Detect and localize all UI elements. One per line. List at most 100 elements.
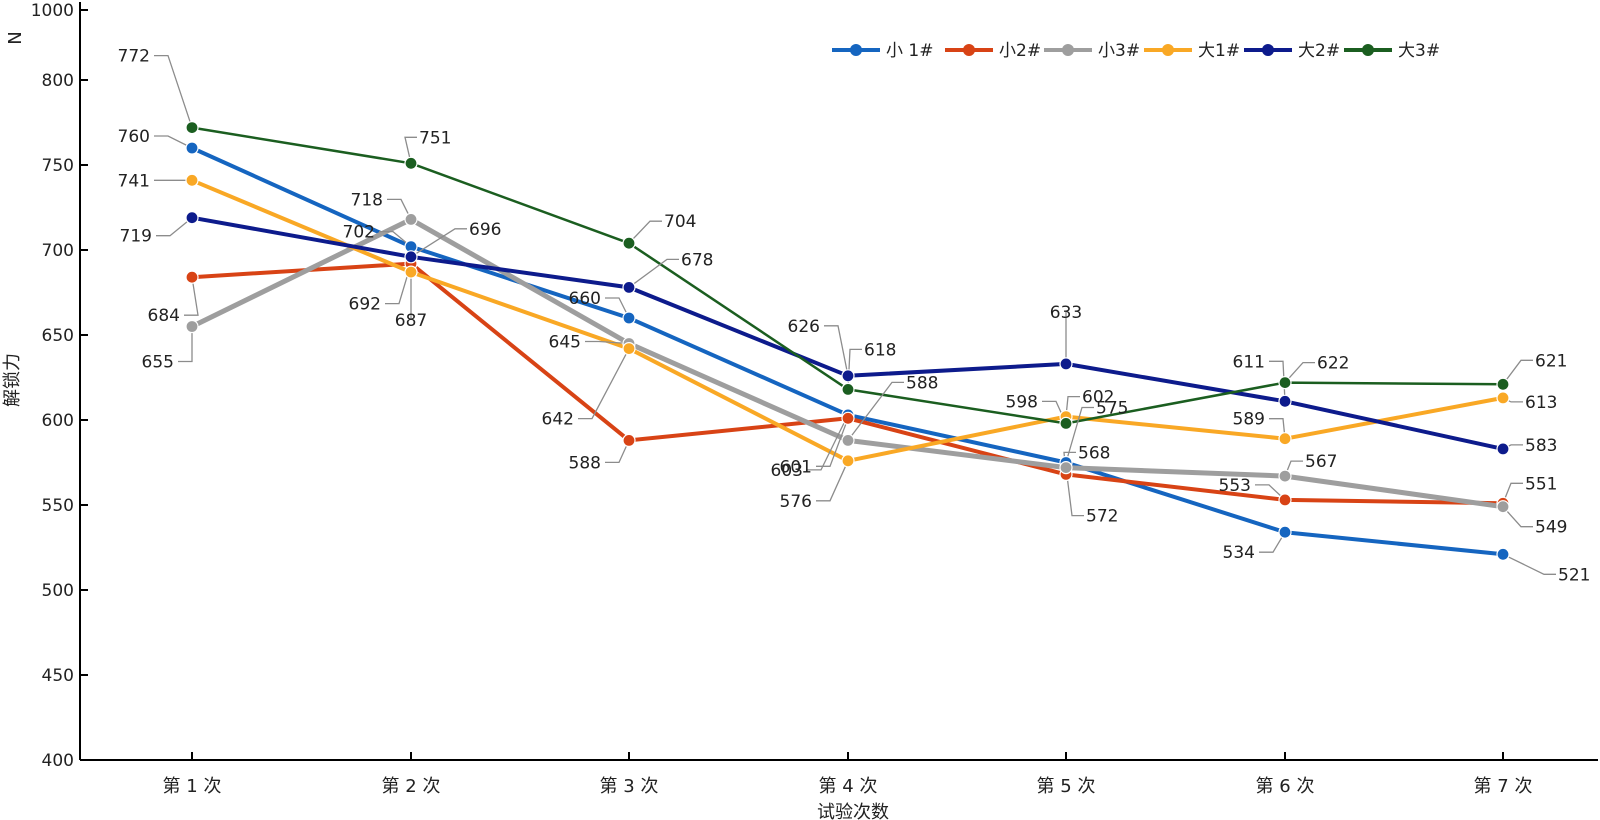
label-leader: [404, 136, 417, 164]
data-point: [841, 369, 855, 383]
data-label: 645: [549, 333, 581, 353]
data-label: 598: [1006, 392, 1038, 412]
data-point: [1278, 469, 1292, 483]
legend-marker-2: [963, 44, 975, 56]
data-label: 534: [1223, 543, 1255, 563]
y-axis-unit: N: [5, 31, 26, 44]
data-label: 622: [1317, 354, 1349, 374]
data-point: [1278, 432, 1292, 446]
data-point: [185, 173, 199, 187]
label-leader: [1502, 553, 1556, 575]
y-axis-title: 解锁力: [2, 353, 23, 407]
data-point: [404, 156, 418, 170]
x-tick-label: 第 1 次: [163, 776, 222, 797]
data-point: [1278, 394, 1292, 408]
label-leader: [410, 228, 467, 258]
data-point: [622, 433, 636, 447]
x-tick-label: 第 4 次: [819, 776, 878, 797]
data-point: [1278, 376, 1292, 390]
label-leader: [585, 340, 630, 345]
label-leader: [847, 381, 904, 441]
data-label: 588: [569, 453, 601, 473]
label-leader: [578, 348, 630, 420]
y-tick-label: 400: [42, 751, 74, 771]
label-leader: [178, 326, 193, 363]
data-point: [1496, 377, 1510, 391]
data-point: [622, 236, 636, 250]
label-leader: [816, 460, 849, 502]
data-point: [185, 319, 199, 334]
data-label: 521: [1558, 565, 1590, 585]
label-leader: [824, 325, 849, 376]
x-tick-label: 第 7 次: [1474, 776, 1533, 797]
data-point: [1278, 525, 1292, 539]
label-leader: [1255, 484, 1286, 501]
label-leader: [1502, 482, 1523, 504]
data-label: 568: [1078, 443, 1110, 463]
data-label: 611: [1233, 352, 1265, 372]
legend-label-1: 小 1#: [886, 41, 933, 61]
label-leader: [1284, 361, 1315, 384]
data-label: 684: [148, 306, 180, 326]
x-axis-title: 试验次数: [817, 802, 889, 820]
data-point: [404, 250, 418, 264]
label-leader: [1502, 506, 1533, 528]
data-label: 660: [569, 289, 601, 309]
legend-marker-6: [1362, 44, 1374, 56]
series-markers: [185, 120, 1510, 561]
y-tick-label: 600: [42, 411, 74, 431]
data-label: 696: [469, 220, 501, 240]
series-line-1: [191, 146, 1504, 557]
label-leader: [1065, 467, 1084, 517]
legend-label-2: 小2#: [999, 41, 1041, 61]
data-label: 655: [142, 353, 174, 373]
data-label: 626: [788, 317, 820, 337]
y-tick-label: 550: [42, 496, 74, 516]
data-label: 553: [1219, 476, 1251, 496]
label-leader: [628, 258, 679, 288]
data-point: [185, 141, 199, 155]
legend-label-4: 大1#: [1198, 41, 1240, 61]
legend-marker-5: [1262, 44, 1274, 56]
x-tick-label: 第 5 次: [1037, 776, 1096, 797]
data-label: 719: [120, 227, 152, 247]
data-label: 575: [1096, 399, 1128, 419]
data-point: [185, 270, 199, 284]
data-point: [1059, 416, 1073, 430]
label-leader: [605, 297, 630, 319]
label-leader: [387, 198, 412, 220]
data-point: [1059, 357, 1073, 371]
label-leader: [628, 220, 662, 244]
data-label: 589: [1233, 410, 1265, 430]
x-tick-label: 第 3 次: [600, 776, 659, 797]
data-point: [1496, 547, 1510, 561]
data-label: 760: [118, 127, 150, 147]
data-label: 549: [1535, 518, 1567, 538]
series-lines: [190, 126, 1504, 557]
data-label: 751: [419, 128, 451, 148]
data-label: 692: [349, 295, 381, 315]
y-tick-label: 650: [42, 326, 74, 346]
data-label: 603: [771, 461, 803, 481]
data-point: [1278, 493, 1292, 507]
label-leader: [379, 230, 412, 248]
data-label: 602: [1082, 388, 1114, 408]
data-label: 601: [780, 457, 812, 477]
data-point: [404, 265, 418, 279]
y-tick-label: 750: [42, 156, 74, 176]
data-label: 678: [681, 250, 713, 270]
data-label: 583: [1525, 436, 1557, 456]
legend: 小 1# 小2# 小3# 大1# 大2# 大3#: [832, 41, 1440, 61]
label-leader: [154, 135, 193, 149]
legend-label-5: 大2#: [1298, 41, 1340, 61]
data-point: [404, 212, 418, 226]
label-leader: [605, 440, 630, 464]
data-label: 572: [1086, 507, 1118, 527]
legend-marker-1: [850, 44, 862, 56]
data-label: 772: [118, 47, 150, 67]
data-point: [622, 280, 636, 294]
data-label: 551: [1525, 474, 1557, 494]
data-point: [841, 454, 855, 468]
